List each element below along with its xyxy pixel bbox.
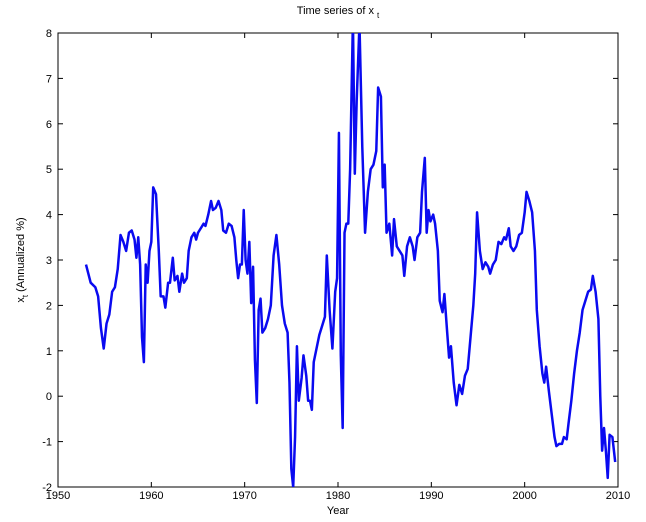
y-label-subscript: t	[21, 294, 30, 297]
y-tick-label: 3	[46, 255, 52, 267]
y-tick-label: 5	[46, 164, 52, 176]
y-tick-label: 8	[46, 28, 52, 40]
y-tick-label: 0	[46, 391, 52, 403]
y-label-suffix: (Annualized %)	[15, 217, 27, 292]
x-tick-label: 1950	[46, 490, 70, 502]
y-tick-label: 6	[46, 119, 52, 131]
x-tick-label: 1980	[326, 490, 350, 502]
x-tick-label: 2010	[606, 490, 630, 502]
x-tick-label: 1990	[419, 490, 443, 502]
y-label-text: x	[15, 297, 27, 303]
y-tick-label: -2	[42, 482, 52, 494]
y-tick-label: -1	[42, 437, 52, 449]
x-axis-label: Year	[327, 505, 350, 517]
y-tick-label: 1	[46, 346, 52, 358]
title-text: Time series of x	[297, 5, 375, 17]
x-tick-label: 1970	[232, 490, 256, 502]
y-tick-label: 2	[46, 300, 52, 312]
x-tick-label: 1960	[139, 490, 163, 502]
y-axis-label: xt (Annualized %)	[15, 217, 30, 302]
y-tick-label: 4	[46, 210, 52, 222]
y-tick-label: 7	[46, 73, 52, 85]
x-tick-label: 2000	[512, 490, 536, 502]
data-line	[84, 33, 617, 487]
title-subscript: t	[377, 11, 380, 20]
